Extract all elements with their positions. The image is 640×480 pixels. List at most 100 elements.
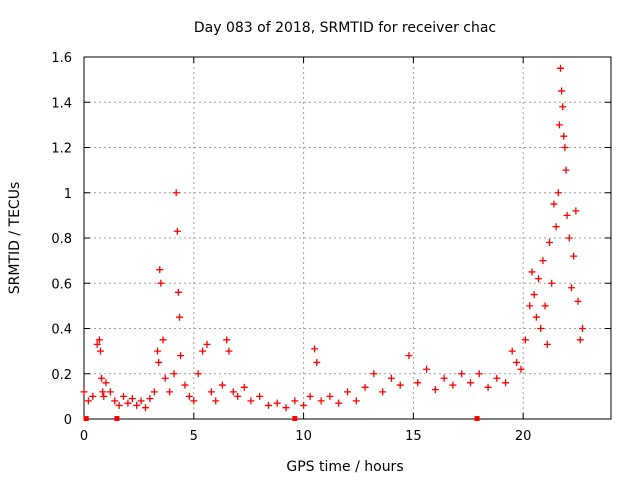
data-point — [100, 392, 108, 400]
data-point — [159, 336, 167, 344]
data-point — [541, 302, 549, 310]
data-point — [550, 200, 558, 208]
data-point — [405, 352, 413, 360]
chart-title: Day 083 of 2018, SRMTID for receiver cha… — [194, 20, 496, 36]
data-point — [379, 388, 387, 396]
data-point — [89, 392, 97, 400]
data-point — [555, 121, 563, 129]
data-point — [530, 291, 538, 299]
data-point — [207, 388, 215, 396]
data-point — [493, 374, 501, 382]
data-point — [150, 388, 158, 396]
bottom-marker — [292, 416, 298, 421]
data-point — [106, 388, 114, 396]
data-point — [563, 211, 571, 219]
data-point — [154, 347, 162, 355]
data-point — [156, 266, 164, 274]
y-tick-label: 0.2 — [51, 368, 72, 383]
data-point — [146, 395, 154, 403]
data-point — [166, 388, 174, 396]
data-point — [185, 392, 193, 400]
data-point — [352, 397, 360, 405]
data-point — [344, 388, 351, 396]
data-point — [440, 374, 448, 382]
data-point — [572, 207, 580, 215]
data-point — [161, 374, 169, 382]
data-point — [546, 239, 554, 247]
grid — [84, 57, 611, 419]
x-axis-label: GPS time / hours — [286, 459, 403, 475]
data-point — [173, 227, 181, 235]
data-point — [218, 381, 226, 389]
data-point — [423, 365, 431, 373]
data-point — [537, 325, 545, 332]
x-tick-label: 5 — [190, 429, 198, 444]
data-point — [96, 347, 104, 355]
data-point — [466, 379, 474, 387]
data-point — [513, 358, 521, 366]
data-point — [212, 397, 220, 405]
axis-ticks: 0 5 10 15 20 0 0.2 0.4 0.6 0.8 1 1.2 1.4 1.6 — [51, 51, 611, 444]
x-tick-label: 0 — [80, 429, 88, 444]
y-tick-label: 1.6 — [51, 51, 72, 66]
data-point — [335, 399, 343, 407]
y-tick-label: 1 — [64, 187, 72, 202]
data-point — [562, 166, 570, 174]
data-point — [133, 401, 141, 409]
data-point — [157, 279, 165, 287]
data-point — [234, 392, 242, 400]
data-point — [223, 336, 231, 344]
data-point — [170, 370, 178, 378]
y-axis-label: SRMTID / TECUs — [7, 182, 23, 295]
data-point — [387, 374, 395, 382]
data-points — [80, 64, 586, 412]
data-point — [521, 336, 529, 344]
data-point — [484, 383, 492, 391]
x-tick-label: 15 — [405, 429, 422, 444]
data-point — [326, 392, 334, 400]
data-point — [560, 132, 568, 140]
data-point — [313, 358, 321, 366]
data-point — [99, 388, 107, 396]
data-point — [190, 397, 198, 405]
data-point — [559, 103, 567, 111]
data-point — [578, 325, 586, 332]
data-point — [128, 395, 136, 403]
bottom-marker — [474, 416, 480, 421]
data-point — [574, 297, 582, 305]
data-point — [225, 347, 233, 355]
data-point — [567, 284, 575, 292]
y-tick-label: 0 — [64, 413, 72, 428]
data-point — [137, 397, 145, 405]
y-tick-label: 1.4 — [51, 96, 72, 111]
data-point — [93, 340, 101, 348]
data-point — [174, 288, 182, 296]
data-point — [552, 223, 560, 231]
data-point — [95, 336, 103, 344]
y-tick-label: 0.4 — [51, 323, 72, 338]
data-point — [300, 401, 308, 409]
y-tick-label: 1.2 — [51, 142, 72, 157]
data-point — [508, 347, 516, 355]
data-point — [111, 397, 119, 405]
data-point — [539, 257, 547, 265]
data-point — [431, 386, 439, 394]
data-point — [306, 392, 314, 400]
data-point — [548, 279, 556, 287]
data-point — [177, 352, 185, 360]
data-point — [414, 379, 422, 387]
data-point — [141, 404, 149, 412]
data-point — [84, 397, 92, 405]
y-tick-label: 0.6 — [51, 277, 72, 292]
data-point — [554, 189, 562, 197]
data-point — [311, 345, 319, 353]
data-point — [176, 313, 184, 321]
data-point — [558, 87, 566, 95]
data-point — [561, 144, 569, 151]
data-point — [556, 64, 564, 72]
data-point — [80, 388, 88, 396]
data-point — [576, 336, 584, 344]
data-point — [528, 268, 536, 276]
data-point — [240, 383, 248, 391]
data-point — [475, 370, 483, 378]
